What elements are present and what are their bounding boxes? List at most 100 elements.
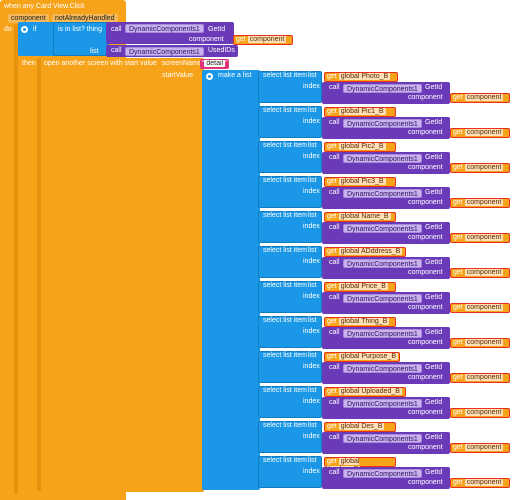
- make-a-list-block[interactable]: [202, 70, 260, 490]
- get-component-block[interactable]: get component: [450, 478, 510, 488]
- screen-name-value[interactable]: detail: [204, 60, 226, 67]
- get-component-block[interactable]: get component: [450, 233, 510, 243]
- get-var-dropdown[interactable]: component: [464, 304, 504, 311]
- global-var-dropdown[interactable]: global Thing_B: [338, 318, 390, 325]
- get-global-block[interactable]: get global Purpose_B: [324, 352, 400, 362]
- call-label: call: [329, 469, 340, 476]
- if-label: if: [33, 26, 37, 33]
- global-var-dropdown[interactable]: global Pic3_B: [338, 178, 386, 185]
- global-var-dropdown[interactable]: global Uploaded_B: [338, 388, 402, 395]
- get-component-block[interactable]: get component: [450, 128, 510, 138]
- get-component-block[interactable]: get component: [450, 268, 510, 278]
- select-list-item-label: select list item: [263, 107, 307, 114]
- get-var-dropdown[interactable]: component: [464, 129, 504, 136]
- get-var-dropdown[interactable]: component: [464, 409, 504, 416]
- getid-label: GetId: [425, 189, 443, 196]
- component-dropdown[interactable]: DynamicComponents1: [343, 434, 422, 443]
- get-component-block[interactable]: get component: [450, 443, 510, 453]
- index-label: index: [303, 258, 320, 265]
- component-dropdown[interactable]: DynamicComponents1: [343, 329, 422, 338]
- get-var-dropdown[interactable]: component: [464, 479, 504, 486]
- get-var-dropdown[interactable]: component: [464, 164, 504, 171]
- get-global-block[interactable]: get global Pic3_B: [324, 177, 396, 187]
- select-list-item-block[interactable]: [258, 351, 322, 383]
- select-list-item-block[interactable]: [258, 421, 322, 453]
- component-dropdown[interactable]: DynamicComponents1: [343, 294, 422, 303]
- screen-name-text[interactable]: “detail”: [200, 59, 230, 69]
- component-dropdown[interactable]: DynamicComponents1: [343, 224, 422, 233]
- get-component-block[interactable]: get component: [450, 408, 510, 418]
- component-dropdown-2[interactable]: DynamicComponents1: [125, 47, 204, 56]
- get-global-block[interactable]: get global ADddress_B: [324, 247, 406, 257]
- component-dropdown[interactable]: DynamicComponents1: [343, 364, 422, 373]
- get-var-dropdown[interactable]: component: [464, 444, 504, 451]
- select-list-item-block[interactable]: [258, 211, 322, 243]
- select-list-item-block[interactable]: [258, 71, 322, 103]
- get-global-block[interactable]: get global Name_B: [324, 212, 396, 222]
- component-arg-label: component: [408, 339, 443, 346]
- component-dropdown[interactable]: DynamicComponents1: [343, 189, 422, 198]
- select-list-label: list: [308, 352, 317, 359]
- is-in-list-block[interactable]: [53, 22, 109, 56]
- get-var-dropdown[interactable]: component: [464, 94, 504, 101]
- select-list-label: list: [308, 282, 317, 289]
- select-list-item-label: select list item: [263, 457, 307, 464]
- component-dropdown[interactable]: DynamicComponents1: [343, 84, 422, 93]
- select-list-item-block[interactable]: [258, 176, 322, 208]
- global-var-dropdown[interactable]: global Name_B: [338, 213, 391, 220]
- get-global-block[interactable]: get global Thing_B: [324, 317, 396, 327]
- event-param-component[interactable]: component: [8, 14, 49, 23]
- get-global-block[interactable]: get global Uploaded_B: [324, 387, 406, 397]
- get-global-block[interactable]: get global Pic1_B: [324, 107, 396, 117]
- global-var-dropdown[interactable]: global Photo_B: [338, 73, 391, 80]
- select-list-item-block[interactable]: [258, 456, 322, 488]
- component-dropdown[interactable]: DynamicComponents1: [343, 469, 422, 478]
- open-screen-label: open another screen with start value: [44, 60, 157, 67]
- select-list-item-block[interactable]: [258, 281, 322, 313]
- event-param-not-handled[interactable]: notAlreadyHandled: [52, 14, 118, 23]
- make-list-gear-icon[interactable]: [206, 73, 213, 80]
- get-component-block[interactable]: get component: [233, 35, 293, 45]
- get-component-block[interactable]: get component: [450, 373, 510, 383]
- get-var-dropdown[interactable]: component: [247, 36, 287, 43]
- open-screen-block[interactable]: [40, 58, 204, 492]
- global-var-dropdown[interactable]: global Pic2_B: [338, 143, 386, 150]
- select-list-item-block[interactable]: [258, 141, 322, 173]
- select-list-item-block[interactable]: [258, 106, 322, 138]
- select-list-item-block[interactable]: [258, 246, 322, 278]
- global-var-dropdown[interactable]: global Purpose_B: [338, 353, 398, 360]
- global-var-dropdown[interactable]: global Pic1_B: [338, 108, 386, 115]
- get-var-dropdown[interactable]: component: [464, 199, 504, 206]
- get-global-block[interactable]: get global Photo_B: [324, 72, 398, 82]
- get-component-block[interactable]: get component: [450, 303, 510, 313]
- get-component-block[interactable]: get component: [450, 93, 510, 103]
- getid-label: GetId: [425, 469, 443, 476]
- component-dropdown[interactable]: DynamicComponents1: [343, 259, 422, 268]
- component-dropdown[interactable]: DynamicComponents1: [343, 399, 422, 408]
- select-list-item-block[interactable]: [258, 386, 322, 418]
- get-var-dropdown[interactable]: component: [464, 374, 504, 381]
- select-list-item-block[interactable]: [258, 316, 322, 348]
- get-var-dropdown[interactable]: component: [464, 234, 504, 241]
- mutator-gear-icon[interactable]: [21, 26, 28, 33]
- component-dropdown[interactable]: DynamicComponents1: [125, 24, 204, 33]
- call-label: call: [111, 26, 122, 33]
- get-global-block[interactable]: get global Pic2_B: [324, 142, 396, 152]
- global-var-dropdown[interactable]: global Des_B: [338, 423, 385, 430]
- global-var-dropdown[interactable]: global Price_B: [338, 283, 388, 290]
- get-global-block[interactable]: get global Price_B: [324, 282, 396, 292]
- usedids-label: UsedIDs: [208, 47, 235, 54]
- get-global-block[interactable]: get global Des_B: [324, 422, 396, 432]
- index-label: index: [303, 433, 320, 440]
- get-var-dropdown[interactable]: component: [464, 269, 504, 276]
- component-dropdown[interactable]: DynamicComponents1: [343, 119, 422, 128]
- select-list-item-label: select list item: [263, 317, 307, 324]
- get-component-block[interactable]: get component: [450, 198, 510, 208]
- get-component-block[interactable]: get component: [450, 338, 510, 348]
- getid-label: GetId: [208, 26, 226, 33]
- global-var-dropdown[interactable]: global ADddress_B: [338, 248, 403, 255]
- get-component-block[interactable]: get component: [450, 163, 510, 173]
- component-dropdown[interactable]: DynamicComponents1: [343, 154, 422, 163]
- get-var-dropdown[interactable]: component: [464, 339, 504, 346]
